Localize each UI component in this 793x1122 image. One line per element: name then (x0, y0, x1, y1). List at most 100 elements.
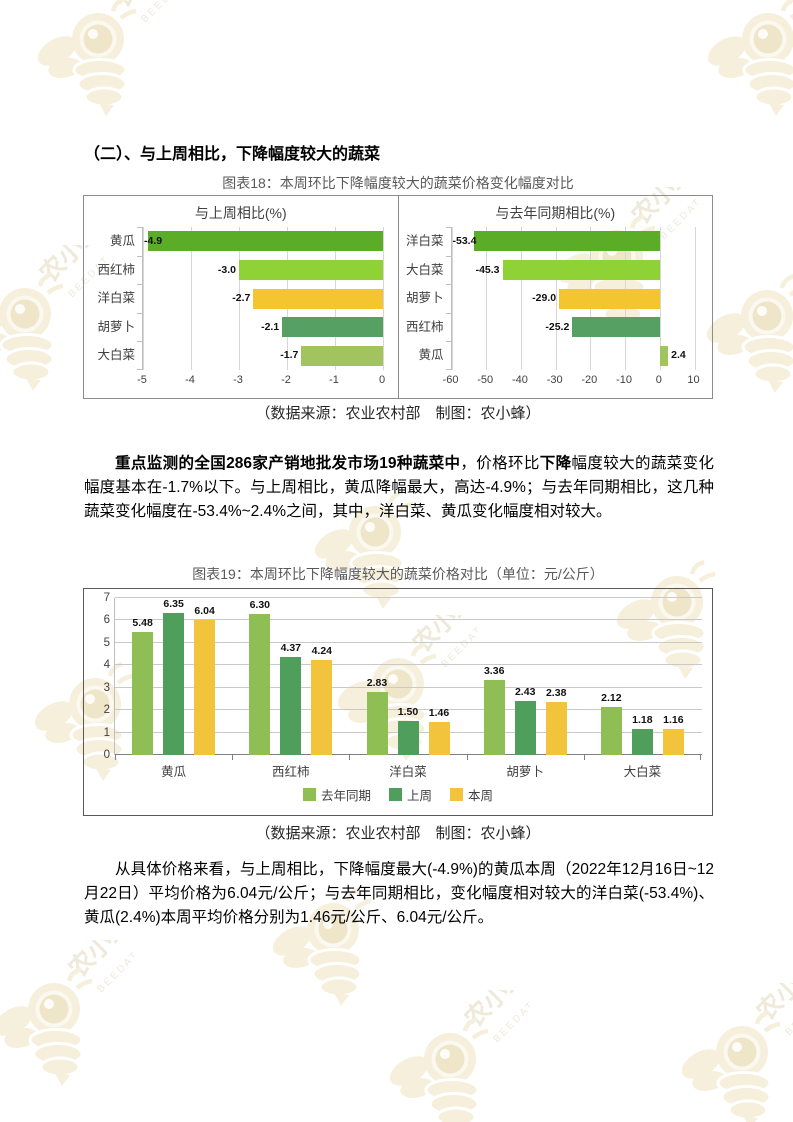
axis-tick (445, 255, 452, 257)
axis-tick (349, 755, 351, 760)
bold-text-segment: 重点监测的全国286家产销地批发市场19种蔬菜中 (115, 455, 461, 472)
svg-text:BEEDATA: BEEDATA (95, 943, 134, 995)
category-label: 黄瓜 (418, 348, 444, 363)
value-label: 2.12 (601, 692, 622, 705)
bar (428, 722, 450, 755)
plot-area: -53.4 -45.3 -29.0 -25.2 2.4 (445, 227, 696, 370)
grid-line (115, 664, 702, 666)
legend-item: 上周 (388, 785, 432, 804)
value-label: 4.24 (311, 644, 333, 657)
category-label: 黄瓜 (161, 765, 187, 779)
value-label: -2.7 (232, 292, 251, 305)
axis-tick (700, 755, 701, 760)
bar (572, 317, 660, 338)
panel-title: 与上周相比(%) (194, 205, 287, 221)
chart18-figure: 与上周相比(%) 黄瓜 西红柿 洋白菜 胡萝卜 大白菜 -4.9 -3.0 -2.7 -2.1 -1… (83, 195, 713, 399)
axis-tick (445, 341, 452, 343)
category-label: 洋白菜 (405, 234, 444, 248)
grid-line (239, 227, 240, 370)
legend-label: 去年同期 (320, 789, 371, 803)
axis-tick (137, 341, 143, 343)
chart19-figure: 0 1 2 3 4 5 6 7 黄瓜 5.48 6.35 6.04 西红柿 6.30 4.37 4.24 洋白菜… (83, 588, 713, 816)
bar (366, 691, 388, 755)
bar (301, 345, 383, 366)
category-label: 大白菜 (97, 348, 135, 363)
category-label: 大白菜 (623, 765, 662, 779)
bar (483, 679, 505, 755)
x-tick-label: -40 (511, 374, 528, 386)
chart18-title: 图表18：本周环比下降幅度较大的蔬菜价格变化幅度对比 (222, 175, 574, 191)
grid-line (383, 227, 384, 370)
x-tick-label: -20 (581, 374, 598, 386)
value-label: 2.83 (366, 676, 388, 689)
bar (147, 231, 383, 252)
bar (502, 259, 660, 280)
legend-swatch (450, 788, 463, 801)
value-label: 5.48 (132, 617, 153, 630)
value-label: 1.46 (428, 707, 450, 720)
svg-text:农小蜂: 农小蜂 (459, 990, 530, 1034)
bar (397, 721, 419, 755)
category-label: 西红柿 (405, 319, 444, 334)
bar (282, 317, 383, 338)
bar (239, 259, 383, 280)
svg-text:BEEDATA: BEEDATA (783, 986, 793, 1038)
x-tick-label: -4 (185, 374, 195, 386)
axis-tick (445, 227, 452, 228)
bar (514, 700, 536, 755)
y-tick-label: 0 (103, 749, 110, 761)
paragraph-analysis-1: 重点监测的全国286家产销地批发市场19种蔬菜中，价格环比下降幅度较大的蔬菜变化… (84, 452, 714, 524)
grid-line (115, 709, 702, 711)
grid-line (486, 227, 488, 370)
chart18-panel-week: 与上周相比(%) 黄瓜 西红柿 洋白菜 胡萝卜 大白菜 -4.9 -3.0 -2.7 -2.1 -1… (84, 196, 398, 398)
value-label: 1.18 (632, 713, 653, 726)
axis-tick (137, 312, 143, 314)
value-label: -1.7 (280, 349, 299, 362)
x-tick-label: 0 (655, 374, 662, 386)
value-label: -4.9 (144, 235, 163, 247)
bar (600, 707, 622, 755)
text-segment: ，价格环比 (460, 455, 540, 472)
x-axis-labels: -5 -4 -3 -2 -1 0 (137, 374, 385, 388)
x-tick-label: -1 (329, 374, 339, 386)
plot-area: -4.9 -3.0 -2.7 -2.1 -1.7 (137, 227, 384, 370)
axis-tick (466, 755, 468, 760)
category-axis-labels: 洋白菜 大白菜 胡萝卜 西红柿 黄瓜 (401, 227, 447, 370)
value-label: 1.50 (397, 706, 419, 719)
grid-line (115, 641, 702, 643)
y-tick-label: 5 (103, 636, 110, 649)
y-tick-label: 1 (103, 726, 110, 739)
category-label: 黄瓜 (109, 234, 135, 248)
svg-text:BEEDATA: BEEDATA (139, 0, 178, 25)
bar (132, 632, 154, 755)
value-label: -25.2 (545, 320, 570, 333)
value-label: -45.3 (475, 263, 500, 276)
legend-item: 本周 (450, 785, 493, 804)
x-tick-label: -10 (616, 374, 633, 386)
panel-title: 与去年同期相比(%) (495, 205, 616, 221)
category-label: 胡萝卜 (506, 765, 544, 779)
axis-tick (445, 312, 452, 314)
bar (631, 728, 653, 755)
bar (474, 231, 660, 252)
bee-logo-watermark: 农小蜂 BEEDATA (681, 983, 793, 1122)
axis-tick (232, 755, 234, 760)
legend-swatch (302, 788, 316, 801)
bar (311, 659, 333, 755)
axis-tick (137, 255, 143, 257)
bar (194, 619, 216, 755)
category-label: 大白菜 (405, 262, 444, 277)
axis-tick (445, 284, 452, 286)
category-label: 西红柿 (97, 262, 135, 277)
grid-line (143, 227, 144, 370)
value-label: 2.38 (545, 686, 567, 699)
axis-tick (115, 755, 116, 760)
x-tick-label: -60 (442, 374, 459, 386)
x-tick-label: -2 (281, 374, 291, 386)
axis-tick (583, 755, 585, 760)
x-tick-label: -50 (477, 374, 494, 386)
value-label: 6.04 (194, 604, 215, 617)
x-tick-label: -3 (233, 374, 243, 386)
x-tick-label: -5 (137, 374, 147, 386)
bar (545, 701, 567, 755)
